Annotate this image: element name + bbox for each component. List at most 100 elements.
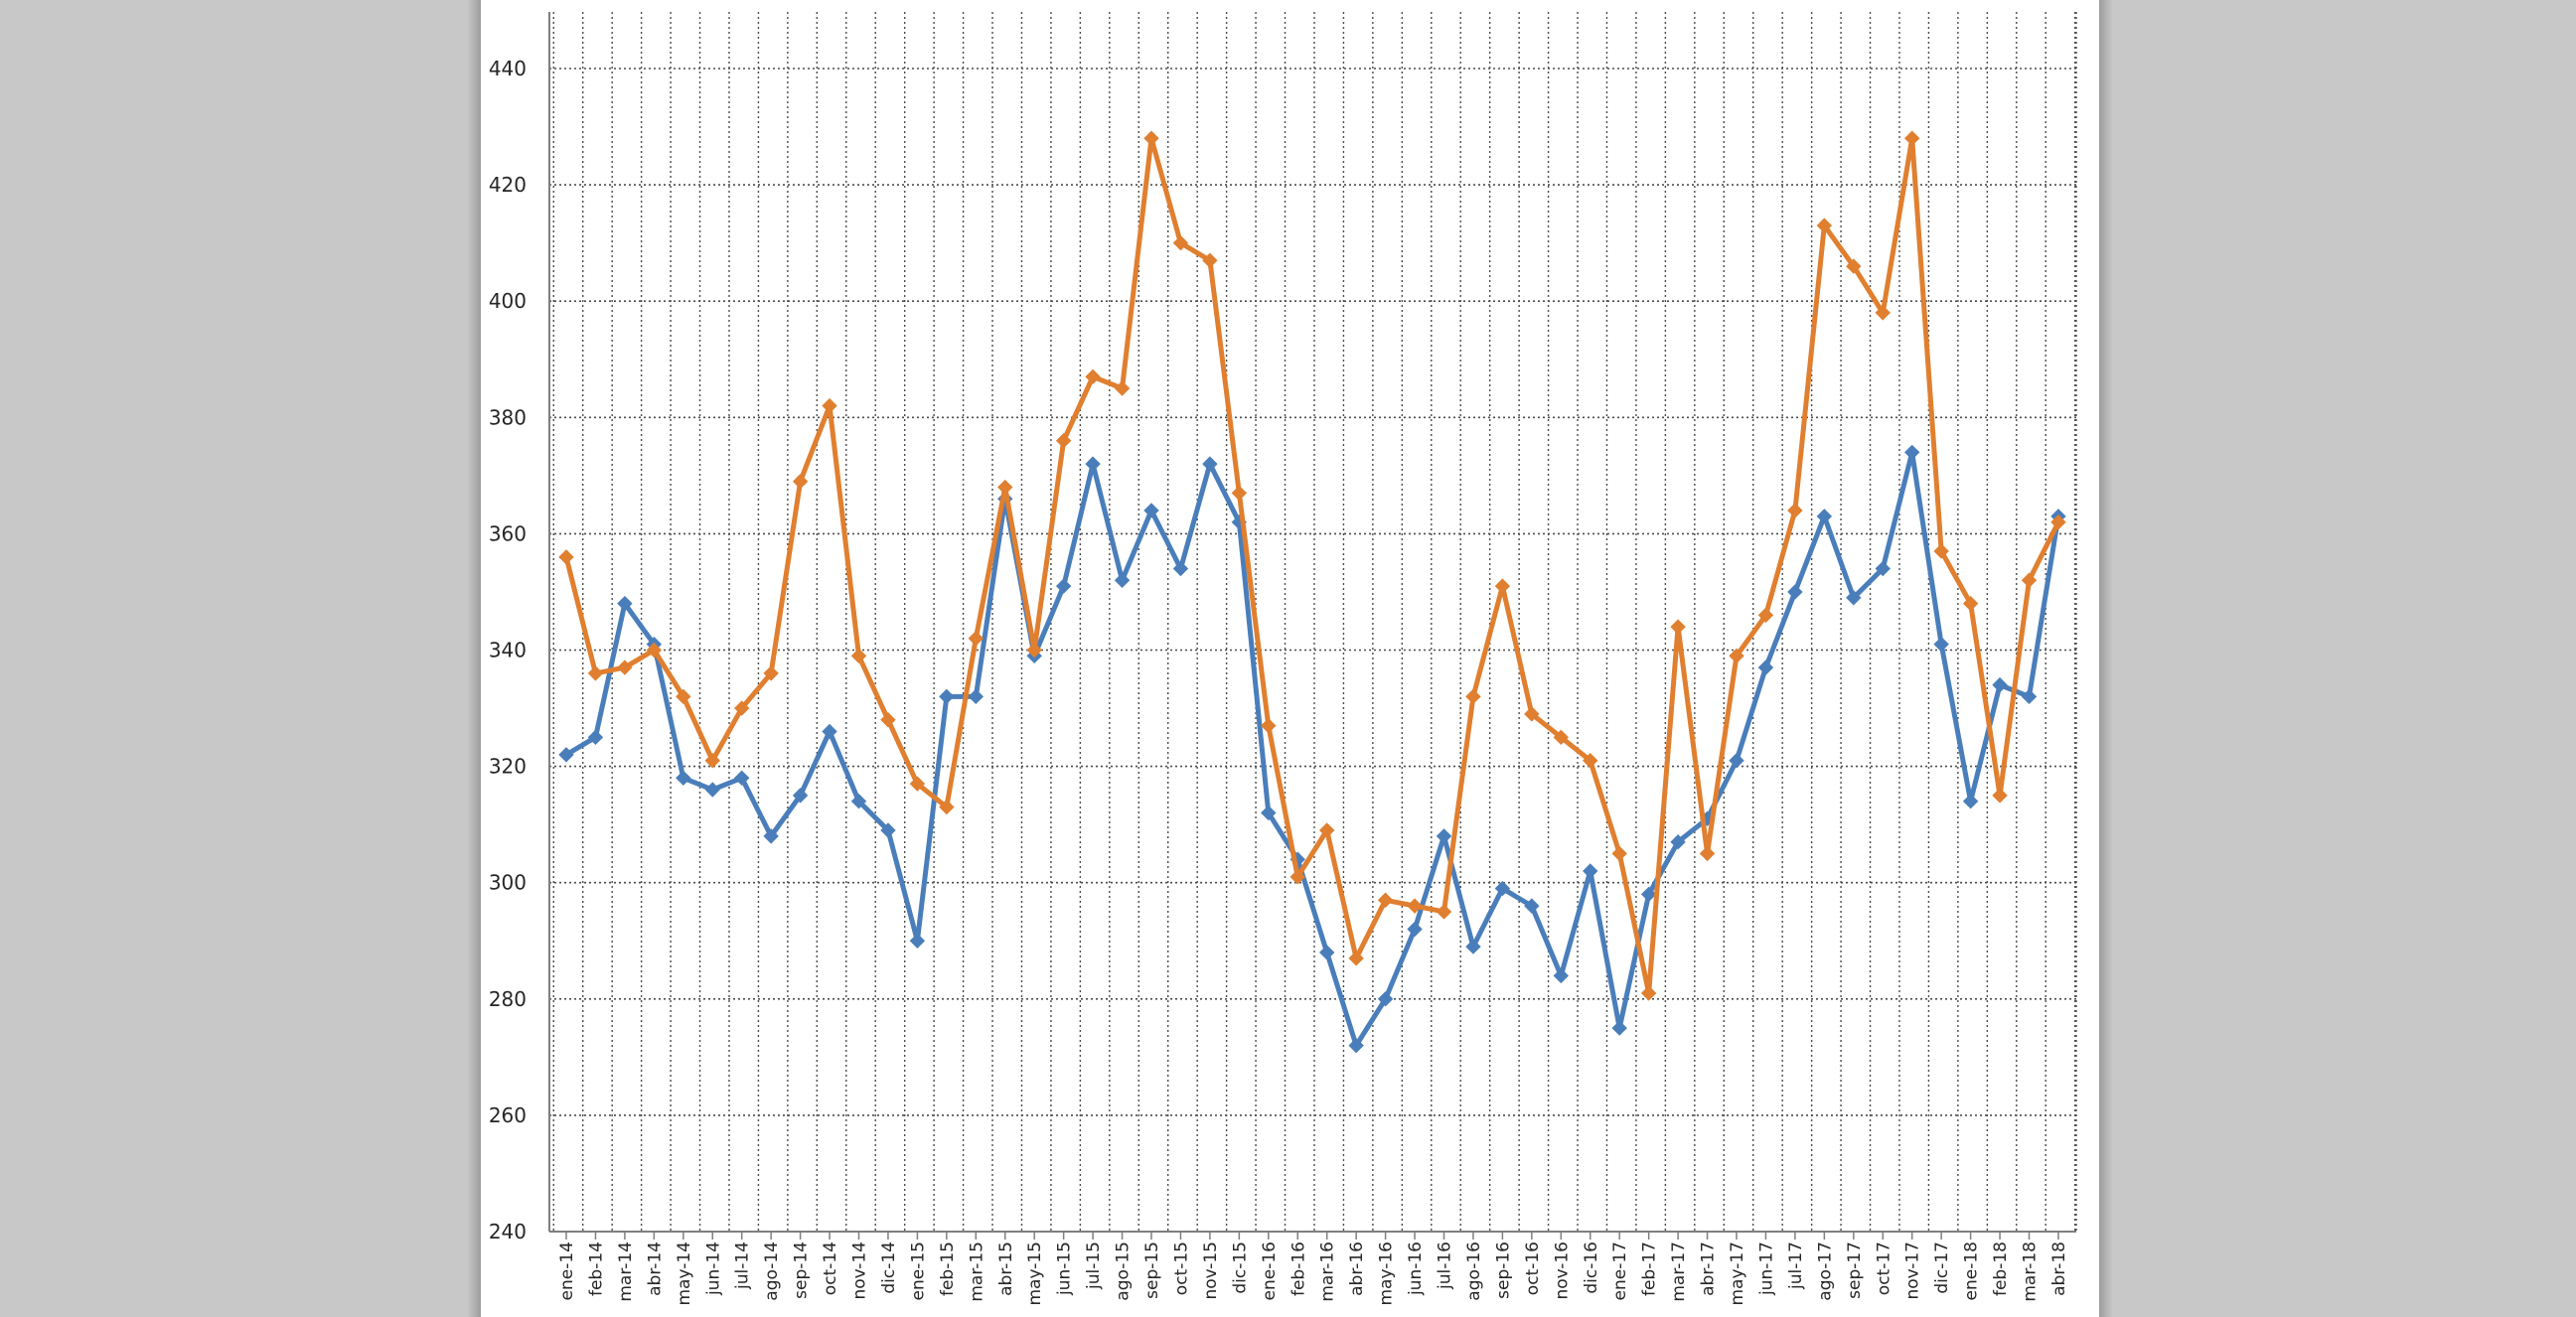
data-point bbox=[880, 822, 896, 838]
x-tick-label: jul-16 bbox=[1436, 1242, 1455, 1290]
x-tick-label: feb-17 bbox=[1640, 1242, 1660, 1296]
data-point bbox=[1903, 130, 1920, 146]
data-point bbox=[968, 688, 985, 705]
data-point bbox=[1202, 252, 1218, 268]
chart-sheet: 240 260 280 300 320 340 360 380 400 420 440 ene-14 f… bbox=[481, 0, 2099, 1317]
data-point bbox=[1289, 869, 1305, 885]
data-point bbox=[1787, 503, 1803, 518]
data-point bbox=[2021, 688, 2038, 705]
data-point bbox=[733, 700, 750, 716]
series-2 bbox=[558, 130, 2066, 1001]
y-tick-label: 400 bbox=[489, 289, 527, 313]
data-point bbox=[850, 794, 867, 809]
data-point bbox=[1670, 834, 1686, 850]
x-tick-label: nov-17 bbox=[1903, 1242, 1923, 1300]
page-shadow-right bbox=[2099, 0, 2113, 1317]
data-point bbox=[1816, 218, 1833, 233]
data-point bbox=[1846, 590, 1862, 606]
data-point bbox=[792, 788, 809, 804]
data-point bbox=[1085, 368, 1101, 385]
x-tick-label: jun-15 bbox=[1055, 1242, 1075, 1296]
data-point bbox=[997, 479, 1013, 496]
data-point bbox=[1875, 560, 1891, 577]
data-point bbox=[1816, 509, 1833, 524]
x-tick-label: feb-14 bbox=[586, 1242, 606, 1296]
data-point bbox=[1494, 578, 1511, 594]
data-point bbox=[1670, 619, 1686, 635]
data-point bbox=[1231, 485, 1248, 502]
data-point bbox=[676, 770, 691, 787]
data-point bbox=[1055, 578, 1072, 594]
data-point bbox=[792, 473, 809, 490]
x-tick-label: jun-16 bbox=[1406, 1242, 1426, 1296]
x-tick-label: nov-16 bbox=[1552, 1242, 1572, 1300]
line-chart: 240 260 280 300 320 340 360 380 400 420 440 ene-14 f… bbox=[489, 12, 2077, 1306]
x-tick-label: oct-17 bbox=[1874, 1242, 1894, 1295]
x-tick-label: feb-16 bbox=[1288, 1242, 1308, 1296]
data-point bbox=[850, 648, 867, 664]
x-tick-label: mar-16 bbox=[1318, 1242, 1338, 1302]
data-point bbox=[1524, 706, 1540, 722]
data-point bbox=[1465, 688, 1481, 705]
x-tick-label: abr-18 bbox=[2049, 1242, 2069, 1296]
x-tick-label: may-15 bbox=[1025, 1242, 1045, 1306]
data-point bbox=[1640, 985, 1657, 1001]
x-tick-label: mar-15 bbox=[967, 1242, 986, 1302]
y-tick-label: 260 bbox=[489, 1103, 527, 1127]
data-point bbox=[2021, 572, 2038, 588]
x-tick-label: ene-18 bbox=[1962, 1242, 1982, 1300]
x-tick-label: oct-14 bbox=[821, 1242, 840, 1295]
data-point bbox=[763, 665, 779, 681]
data-point bbox=[1962, 794, 1979, 809]
data-point bbox=[1757, 607, 1774, 624]
x-tick-label: dic-17 bbox=[1932, 1242, 1952, 1294]
data-point bbox=[1729, 648, 1744, 664]
data-point bbox=[939, 688, 955, 705]
data-point bbox=[1143, 503, 1159, 518]
data-point bbox=[1026, 642, 1042, 658]
data-point bbox=[2050, 513, 2066, 530]
data-point bbox=[1524, 898, 1540, 914]
x-tick-label: may-16 bbox=[1377, 1242, 1397, 1306]
data-point bbox=[822, 723, 837, 740]
data-point bbox=[1846, 258, 1862, 274]
x-tick-label: nov-14 bbox=[850, 1242, 870, 1300]
data-point bbox=[968, 631, 985, 647]
x-tick-label: oct-16 bbox=[1523, 1242, 1543, 1295]
grid-lines bbox=[549, 12, 2077, 1232]
x-tick-label: ene-16 bbox=[1260, 1242, 1280, 1300]
data-point bbox=[1611, 1020, 1627, 1036]
data-point bbox=[587, 729, 604, 746]
x-tick-label: ago-16 bbox=[1464, 1242, 1484, 1301]
y-tick-label: 380 bbox=[489, 405, 527, 429]
y-tick-label: 300 bbox=[489, 871, 527, 895]
page-shadow-left bbox=[467, 0, 481, 1317]
data-point bbox=[1407, 921, 1423, 938]
data-point bbox=[1583, 753, 1598, 769]
x-tick-label: feb-15 bbox=[938, 1242, 958, 1296]
x-tick-label: abr-16 bbox=[1347, 1242, 1367, 1296]
data-point bbox=[1114, 380, 1131, 396]
data-point bbox=[587, 665, 604, 681]
data-point bbox=[1436, 904, 1452, 920]
data-point bbox=[617, 595, 633, 612]
data-point bbox=[1757, 659, 1774, 675]
x-tick-label: dic-16 bbox=[1582, 1242, 1601, 1294]
x-tick-label: nov-15 bbox=[1201, 1242, 1221, 1300]
data-point bbox=[1172, 234, 1189, 251]
data-point bbox=[1611, 845, 1627, 862]
data-point bbox=[1318, 945, 1335, 960]
data-point bbox=[1377, 991, 1394, 1007]
data-point bbox=[1055, 433, 1072, 449]
data-point bbox=[909, 933, 926, 949]
data-point bbox=[1494, 880, 1511, 897]
data-point bbox=[939, 799, 955, 815]
y-tick-label: 360 bbox=[489, 521, 527, 545]
data-point bbox=[1699, 845, 1716, 862]
x-tick-label: dic-15 bbox=[1230, 1242, 1250, 1294]
data-point bbox=[558, 747, 574, 763]
data-point bbox=[1348, 951, 1364, 966]
data-point bbox=[704, 753, 720, 769]
x-tick-label: dic-14 bbox=[879, 1242, 899, 1294]
x-tick-label: abr-17 bbox=[1699, 1242, 1719, 1296]
